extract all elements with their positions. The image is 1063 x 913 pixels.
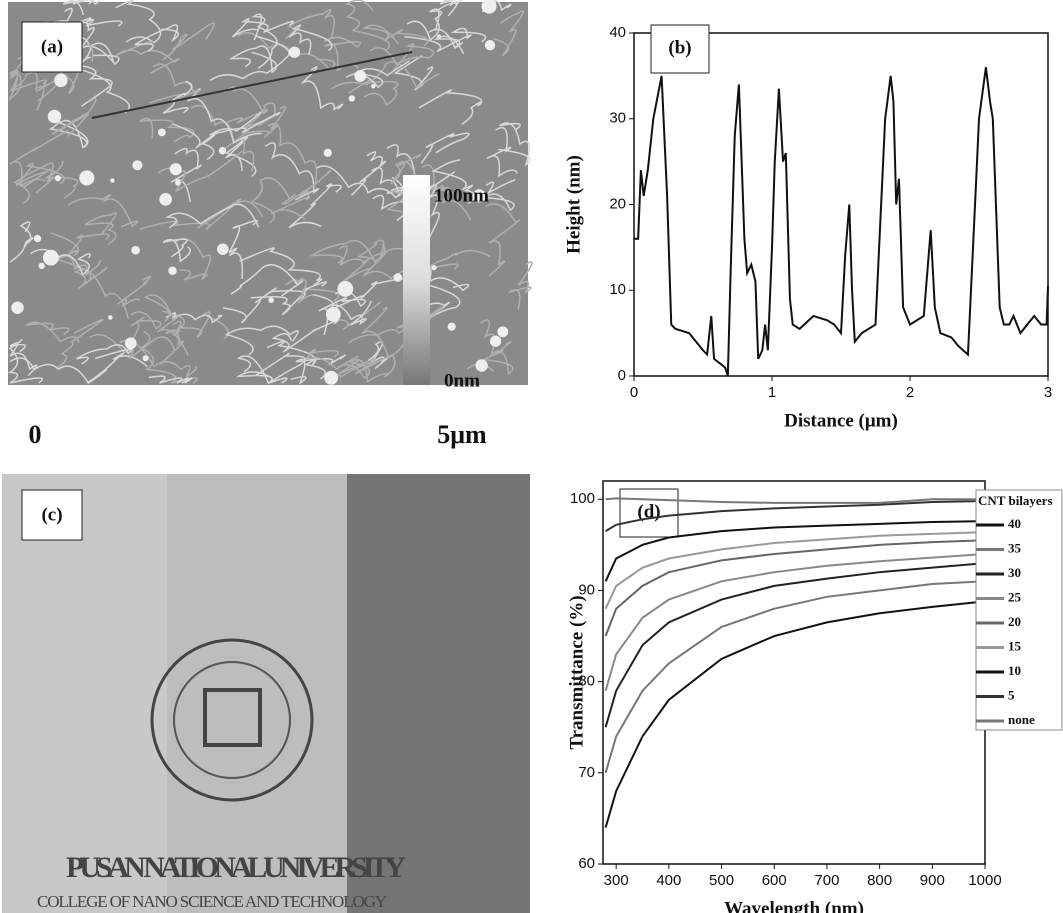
particle	[159, 193, 172, 206]
y-tick-label: 10	[609, 281, 626, 298]
y-axis-title: Transmittance (%)	[566, 595, 587, 749]
legend-label: 20	[1008, 614, 1021, 629]
panel-label: (a)	[41, 36, 63, 57]
y-tick-label: 100	[570, 490, 595, 507]
height-scale	[403, 175, 430, 385]
particle	[324, 371, 338, 385]
x-tick-label: 1000	[968, 872, 1001, 889]
particle	[55, 175, 61, 181]
particle	[324, 149, 332, 157]
particle	[289, 47, 300, 58]
particle	[48, 110, 62, 124]
particle	[132, 160, 142, 170]
data-line	[606, 540, 985, 636]
particle	[354, 70, 366, 82]
x-tick-label: 400	[656, 872, 681, 889]
legend-label: 35	[1008, 540, 1022, 555]
legend-label: 30	[1008, 565, 1021, 580]
legend-label: 10	[1008, 663, 1021, 678]
x-tick-label: 300	[604, 872, 629, 889]
x-tick-label: 800	[867, 872, 892, 889]
particle	[326, 307, 341, 322]
legend-label: 40	[1008, 516, 1021, 531]
particle	[39, 263, 45, 269]
particle	[337, 281, 353, 297]
particle	[43, 250, 59, 266]
particle	[143, 355, 149, 361]
particle	[158, 128, 166, 136]
particle	[168, 266, 176, 274]
particle	[131, 246, 140, 255]
particle	[432, 265, 437, 270]
photo-region	[167, 474, 347, 913]
x-tick-label: 0	[630, 384, 638, 401]
legend-label: 15	[1008, 638, 1022, 653]
data-line	[606, 601, 985, 827]
particle	[394, 273, 403, 282]
particle	[485, 40, 495, 50]
figure: (a) 100nm 0nm 0 5μm (c) PUSAN NATIONAL U…	[0, 0, 1063, 913]
particle	[349, 95, 355, 101]
particle	[110, 178, 114, 182]
particle	[219, 147, 226, 154]
scale-bottom: 0nm	[444, 370, 480, 391]
y-tick-label: 60	[578, 855, 595, 872]
particle	[497, 326, 508, 337]
panel-label: (c)	[41, 504, 62, 525]
particle	[54, 74, 67, 87]
y-axis-title: Height (nm)	[563, 155, 584, 254]
particle	[11, 302, 24, 315]
data-line	[606, 581, 985, 773]
legend-label: 25	[1008, 589, 1022, 604]
x-tick-label: 700	[814, 872, 839, 889]
y-tick-label: 70	[578, 764, 595, 781]
x-tick-label: 2	[906, 384, 914, 401]
scale-top: 100nm	[434, 185, 489, 206]
x-tick-label: 600	[762, 872, 787, 889]
y-tick-label: 30	[609, 110, 626, 127]
data-line	[606, 563, 985, 727]
x-tick-label: 1	[768, 384, 776, 401]
x-axis-title: Wavelength (nm)	[724, 898, 864, 913]
y-tick-label: 40	[609, 24, 626, 41]
y-tick-label: 0	[618, 367, 626, 384]
photo-region	[347, 474, 530, 913]
particle	[79, 170, 94, 185]
x-tick-label: 900	[920, 872, 945, 889]
x-tick-label: 500	[709, 872, 734, 889]
page: {"chart_data": [ {"type": "line", "label…	[0, 0, 1063, 913]
panel-label: (b)	[668, 37, 691, 58]
axis-start: 0	[29, 420, 42, 449]
legend-label: none	[1008, 712, 1035, 727]
photo-text: COLLEGE OF NANO SCIENCE AND TECHNOLOGY	[37, 892, 387, 911]
y-tick-label: 20	[609, 195, 626, 212]
particle	[170, 163, 182, 175]
particle	[371, 84, 375, 88]
particle	[268, 297, 274, 303]
particle	[108, 315, 113, 320]
particle	[448, 323, 456, 331]
particle	[490, 336, 501, 347]
particle	[437, 34, 441, 38]
x-axis-title: Distance (μm)	[784, 410, 898, 431]
axis-end: 5μm	[437, 420, 487, 449]
particle	[125, 337, 137, 349]
particle	[34, 235, 41, 242]
legend-label: 5	[1008, 687, 1015, 702]
photo-text: PUSAN NATIONAL UNIVERSITY	[66, 851, 406, 884]
particle	[217, 243, 228, 254]
particle	[175, 180, 181, 186]
data-line	[634, 67, 1048, 376]
legend-title: CNT bilayers	[978, 493, 1053, 508]
x-tick-label: 3	[1044, 384, 1052, 401]
